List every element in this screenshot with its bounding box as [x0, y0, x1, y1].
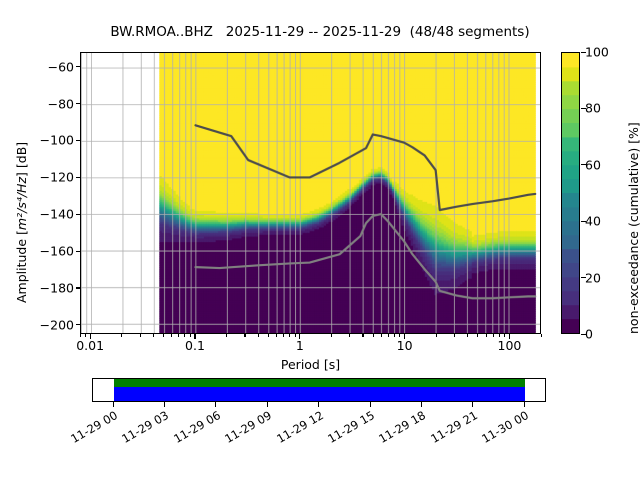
colorbar-gradient: [562, 53, 579, 333]
timeline-tick-mark: [420, 402, 422, 407]
x-tick-mark-minor: [289, 334, 291, 337]
x-tick-mark-minor: [380, 334, 382, 337]
timeline-tick-mark: [266, 402, 268, 407]
timeline-tick-mark: [215, 402, 217, 407]
x-tick-mark-minor: [276, 334, 278, 337]
x-tick-mark-major: [89, 334, 91, 339]
y-tick-mark: [75, 139, 80, 142]
timeline-tick-mark: [318, 402, 320, 407]
timeline-tick-mark: [369, 402, 371, 407]
colorbar-tick-label: 20: [585, 270, 601, 286]
x-tick-mark-minor: [435, 334, 437, 337]
x-tick-mark-minor: [84, 334, 86, 337]
x-tick-mark-minor: [178, 334, 180, 337]
colorbar-tick-label: 100: [585, 44, 609, 60]
colorbar-tick-label: 40: [585, 213, 601, 229]
x-tick-mark-minor: [504, 334, 506, 337]
x-tick-mark-minor: [162, 334, 165, 337]
x-tick-mark-minor: [362, 334, 364, 337]
y-tick-mark: [75, 287, 80, 289]
colorbar-label: non-exceedance (cumulative) [%]: [626, 122, 640, 334]
timeline-tick-mark: [472, 402, 474, 407]
data-coverage-blue: [114, 386, 526, 401]
x-tick-mark-minor: [79, 334, 81, 337]
data-coverage-timeline[interactable]: [92, 378, 546, 402]
x-tick-mark-minor: [387, 334, 389, 337]
x-tick-mark-minor: [152, 334, 154, 337]
x-tick-mark-minor: [372, 334, 374, 337]
y-tick-mark: [75, 213, 80, 215]
y-axis-label: Amplitude [m²/s⁴/Hz] [dB]: [14, 142, 29, 303]
y-tick-mark: [75, 324, 80, 326]
x-tick-mark-minor: [189, 334, 191, 337]
y-tick-label: −120: [39, 169, 74, 185]
x-tick-mark-minor: [226, 334, 228, 337]
y-tick-label: −200: [39, 317, 74, 333]
data-coverage-green: [114, 379, 526, 387]
x-tick-mark-minor: [498, 334, 500, 337]
y-tick-mark: [75, 103, 80, 105]
x-tick-mark-minor: [393, 334, 396, 337]
x-tick-mark-minor: [121, 334, 123, 337]
x-tick-mark-minor: [294, 334, 296, 337]
y-tick-label: −180: [39, 280, 74, 296]
y-tick-label: −100: [39, 132, 74, 148]
x-tick-mark-minor: [454, 334, 456, 337]
x-tick-mark-minor: [399, 334, 401, 337]
ppsd-plot-area[interactable]: [80, 52, 541, 334]
colorbar-tick-label: 80: [585, 100, 601, 116]
page-title: BW.RMOA..BHZ 2025-11-29 -- 2025-11-29 (4…: [110, 24, 530, 40]
y-tick-label: −80: [47, 96, 74, 112]
colorbar-tick-label: 60: [585, 157, 601, 173]
x-tick-mark-minor: [485, 334, 487, 337]
colorbar-tick-mark: [581, 333, 586, 335]
x-tick-mark-major: [404, 334, 406, 339]
colorbar-tick-mark: [581, 51, 586, 53]
x-tick-label: 0.1: [185, 338, 205, 353]
x-tick-mark-minor: [477, 334, 479, 337]
x-tick-mark-minor: [492, 334, 494, 337]
x-tick-mark-minor: [139, 334, 141, 337]
x-tick-mark-major: [508, 334, 511, 339]
y-tick-label: −160: [39, 243, 74, 259]
x-tick-mark-minor: [171, 334, 173, 337]
y-axis-label-math: m²/s⁴/Hz: [14, 176, 29, 231]
y-tick-label: −60: [47, 59, 74, 75]
x-tick-mark-major: [194, 334, 196, 339]
x-tick-label: 0.01: [76, 338, 105, 353]
y-tick-label: −140: [39, 206, 74, 222]
y-tick-mark: [75, 250, 80, 252]
x-tick-mark-minor: [184, 334, 186, 337]
ppsd-histogram-canvas: [81, 53, 540, 333]
x-tick-mark-minor: [267, 334, 269, 337]
x-tick-mark-minor: [467, 334, 469, 337]
x-tick-label: 100: [497, 338, 522, 353]
colorbar[interactable]: [561, 52, 580, 334]
x-tick-label: 10: [396, 338, 413, 353]
x-tick-mark-minor: [257, 334, 259, 337]
x-tick-mark-minor: [330, 334, 332, 337]
x-tick-mark-minor: [349, 334, 351, 337]
x-tick-mark-minor: [283, 334, 285, 337]
timeline-tick-mark: [523, 402, 525, 407]
x-tick-mark-minor: [244, 334, 246, 337]
timeline-tick-mark: [112, 402, 114, 407]
y-tick-mark: [75, 176, 80, 178]
colorbar-tick-label: 0: [585, 326, 593, 342]
colorbar-tick-mark: [581, 277, 586, 279]
x-tick-mark-major: [299, 334, 301, 339]
colorbar-tick-mark: [581, 107, 586, 109]
x-axis-label: Period [s]: [280, 357, 341, 372]
y-tick-mark: [75, 66, 80, 68]
x-tick-mark-minor: [540, 334, 542, 337]
colorbar-tick-mark: [581, 220, 586, 222]
x-tick-label: 1: [295, 338, 304, 353]
timeline-tick-mark: [163, 402, 165, 407]
colorbar-tick-mark: [581, 164, 586, 166]
